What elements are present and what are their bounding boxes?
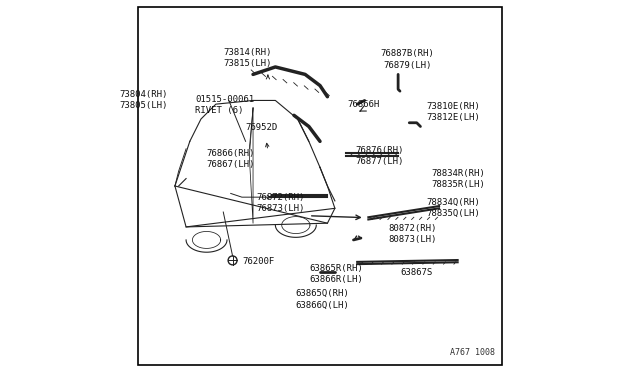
Text: 63865R(RH)
63866R(LH): 63865R(RH) 63866R(LH) <box>310 264 364 284</box>
Text: 76952D: 76952D <box>245 123 277 132</box>
Text: 73810E(RH)
73812E(LH): 73810E(RH) 73812E(LH) <box>426 102 480 122</box>
Text: 01515-00061
RIVET (6): 01515-00061 RIVET (6) <box>195 95 255 115</box>
Text: 80872(RH)
80873(LH): 80872(RH) 80873(LH) <box>389 224 437 244</box>
Text: 73804(RH)
73805(LH): 73804(RH) 73805(LH) <box>119 90 168 110</box>
Text: 76876(RH)
76877(LH): 76876(RH) 76877(LH) <box>355 146 404 166</box>
Text: 78834Q(RH)
78835Q(LH): 78834Q(RH) 78835Q(LH) <box>426 198 480 218</box>
Text: 63865Q(RH)
63866Q(LH): 63865Q(RH) 63866Q(LH) <box>295 289 349 310</box>
Text: 76887B(RH)
76879(LH): 76887B(RH) 76879(LH) <box>381 49 435 70</box>
Text: 76866(RH)
76867(LH): 76866(RH) 76867(LH) <box>207 149 255 169</box>
Text: 78834R(RH)
78835R(LH): 78834R(RH) 78835R(LH) <box>431 169 485 189</box>
Text: 76866H: 76866H <box>348 100 380 109</box>
Text: A767 1008: A767 1008 <box>450 348 495 357</box>
Text: 76872(RH)
76873(LH): 76872(RH) 76873(LH) <box>257 193 305 213</box>
Text: 73814(RH)
73815(LH): 73814(RH) 73815(LH) <box>223 48 271 68</box>
Text: 76200F: 76200F <box>243 257 275 266</box>
Text: 63867S: 63867S <box>401 268 433 277</box>
